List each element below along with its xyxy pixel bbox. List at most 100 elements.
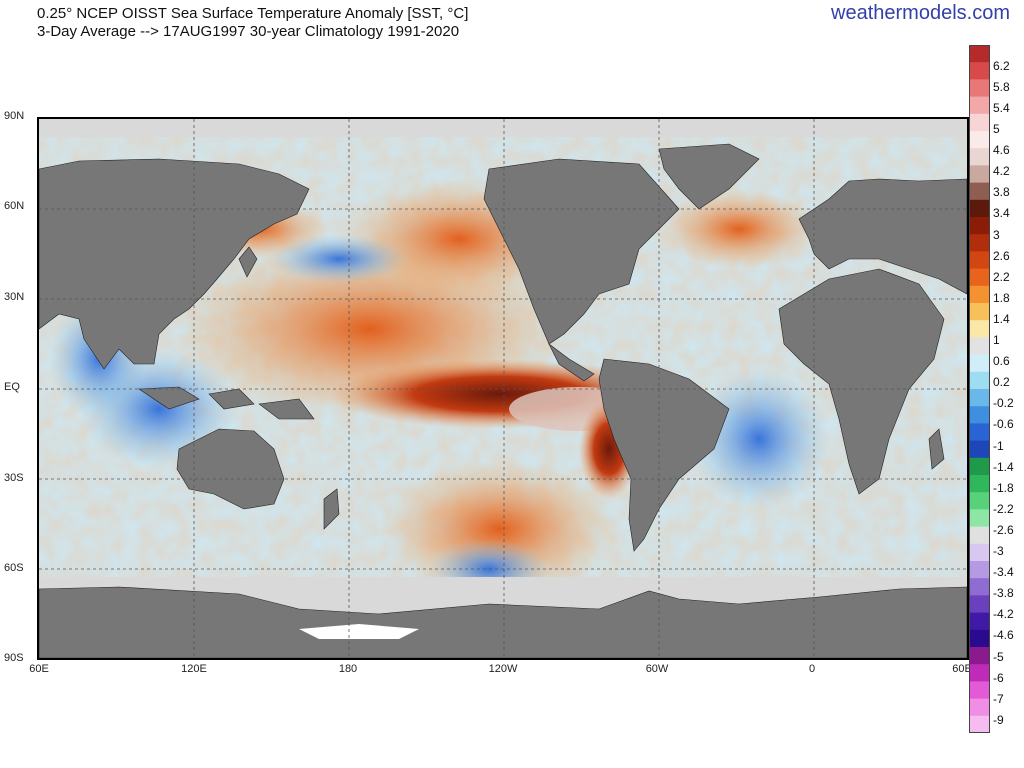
lat-label-30s: 30S	[4, 472, 24, 484]
lat-label-eq: EQ	[4, 381, 20, 393]
colorbar-segment	[969, 406, 990, 424]
colorbar-tick-label: 1.8	[993, 290, 1010, 305]
colorbar-tick-label: 6.2	[993, 58, 1010, 73]
colorbar	[969, 45, 990, 733]
colorbar-tick-label: -3	[993, 544, 1004, 558]
colorbar-segment	[969, 251, 990, 270]
colorbar-segment	[969, 354, 990, 373]
colorbar-segment	[969, 440, 990, 459]
colorbar-tick-label: 1	[993, 333, 1000, 347]
lon-label-60e: 60E	[29, 663, 49, 675]
colorbar-tick-label: -3.8	[993, 586, 1014, 601]
colorbar-segment	[969, 96, 990, 115]
colorbar-segment	[969, 45, 990, 63]
colorbar-tick-label: -5	[993, 649, 1004, 664]
brand-link[interactable]: weathermodels.com	[831, 2, 1010, 24]
colorbar-segment	[969, 389, 990, 407]
colorbar-tick-label: 1.4	[993, 311, 1010, 326]
land-europe	[798, 178, 967, 295]
colorbar-tick-label: -2.2	[993, 501, 1014, 516]
sst-anomaly-map	[37, 117, 969, 660]
land-eurasia	[39, 158, 310, 370]
colorbar-segment	[969, 131, 990, 149]
colorbar-segment	[969, 199, 990, 218]
colorbar-tick-label: -4.6	[993, 628, 1014, 643]
lat-label-60n: 60N	[4, 200, 25, 212]
colorbar-tick-label: 2.6	[993, 248, 1010, 263]
lat-label-90n: 90N	[4, 110, 25, 122]
colorbar-tick-label: -1.4	[993, 459, 1014, 474]
colorbar-segment	[969, 113, 990, 132]
colorbar-segment	[969, 475, 990, 493]
colorbar-tick-label: 0.6	[993, 354, 1010, 369]
colorbar-tick-label: -0.6	[993, 417, 1014, 432]
colorbar-segment	[969, 612, 990, 631]
colorbar-segment	[969, 371, 990, 390]
colorbar-segment	[969, 337, 990, 356]
lon-label-60w: 60W	[645, 663, 669, 675]
chart-subtitle: 3-Day Average --> 17AUG1997 30-year Clim…	[37, 23, 460, 40]
lon-label-120w: 120W	[488, 663, 518, 675]
land-south-america	[598, 358, 730, 552]
colorbar-tick-label: 5.4	[993, 100, 1010, 115]
colorbar-tick-label: -9	[993, 712, 1004, 727]
colorbar-segment	[969, 526, 990, 545]
land-greenland	[658, 143, 760, 210]
arctic-ice	[39, 119, 967, 137]
colorbar-tick-label: 4.2	[993, 164, 1010, 179]
colorbar-segment	[969, 217, 990, 235]
colorbar-segment	[969, 303, 990, 321]
colorbar-segment	[969, 561, 990, 579]
land-africa	[778, 268, 945, 495]
colorbar-segment	[969, 492, 990, 510]
lon-label-180: 180	[338, 663, 358, 675]
colorbar-segment	[969, 647, 990, 665]
chart-title: 0.25° NCEP OISST Sea Surface Temperature…	[37, 5, 469, 22]
colorbar-segment	[969, 457, 990, 476]
ross-ice-shelf	[299, 624, 419, 639]
colorbar-tick-label: 0.2	[993, 375, 1010, 390]
lat-label-90s: 90S	[4, 652, 24, 664]
lat-label-30n: 30N	[4, 291, 25, 303]
colorbar-tick-label: 4.6	[993, 143, 1010, 158]
colorbar-segment	[969, 62, 990, 80]
land-antarctica	[39, 586, 967, 658]
colorbar-frame	[969, 45, 990, 733]
colorbar-segment	[969, 698, 990, 717]
colorbar-tick-label: 5	[993, 122, 1000, 136]
anomaly-fields	[49, 179, 829, 599]
colorbar-tick-label: -1.8	[993, 480, 1014, 495]
colorbar-segment	[969, 285, 990, 304]
colorbar-segment	[969, 578, 990, 596]
land-australia	[176, 428, 285, 510]
colorbar-segment	[969, 234, 990, 252]
colorbar-tick-label: -0.2	[993, 396, 1014, 411]
colorbar-segment	[969, 509, 990, 528]
lat-label-60s: 60S	[4, 562, 24, 574]
colorbar-tick-label: 5.8	[993, 79, 1010, 94]
colorbar-segment	[969, 148, 990, 166]
colorbar-segment	[969, 320, 990, 338]
colorbar-segment	[969, 79, 990, 98]
colorbar-tick-label: -6	[993, 670, 1004, 685]
land	[39, 143, 967, 658]
lon-label-60e-east: 60E	[952, 663, 972, 675]
land-japan	[238, 246, 258, 278]
land-madagascar	[928, 428, 945, 470]
lon-label-0: 0	[808, 663, 816, 675]
colorbar-tick-label: -7	[993, 691, 1004, 706]
colorbar-tick-label: -2.6	[993, 522, 1014, 537]
colorbar-segment	[969, 268, 990, 287]
colorbar-segment	[969, 165, 990, 184]
colorbar-segment	[969, 629, 990, 648]
colorbar-segment	[969, 423, 990, 442]
colorbar-segment	[969, 543, 990, 562]
land-new-zealand	[323, 488, 340, 530]
colorbar-segment	[969, 681, 990, 700]
colorbar-tick-label: -3.4	[993, 565, 1014, 580]
colorbar-segment	[969, 182, 990, 201]
land-central-america	[548, 343, 595, 382]
colorbar-tick-label: 3.4	[993, 206, 1010, 221]
lon-label-120e: 120E	[181, 663, 207, 675]
colorbar-tick-label: -1	[993, 438, 1004, 453]
